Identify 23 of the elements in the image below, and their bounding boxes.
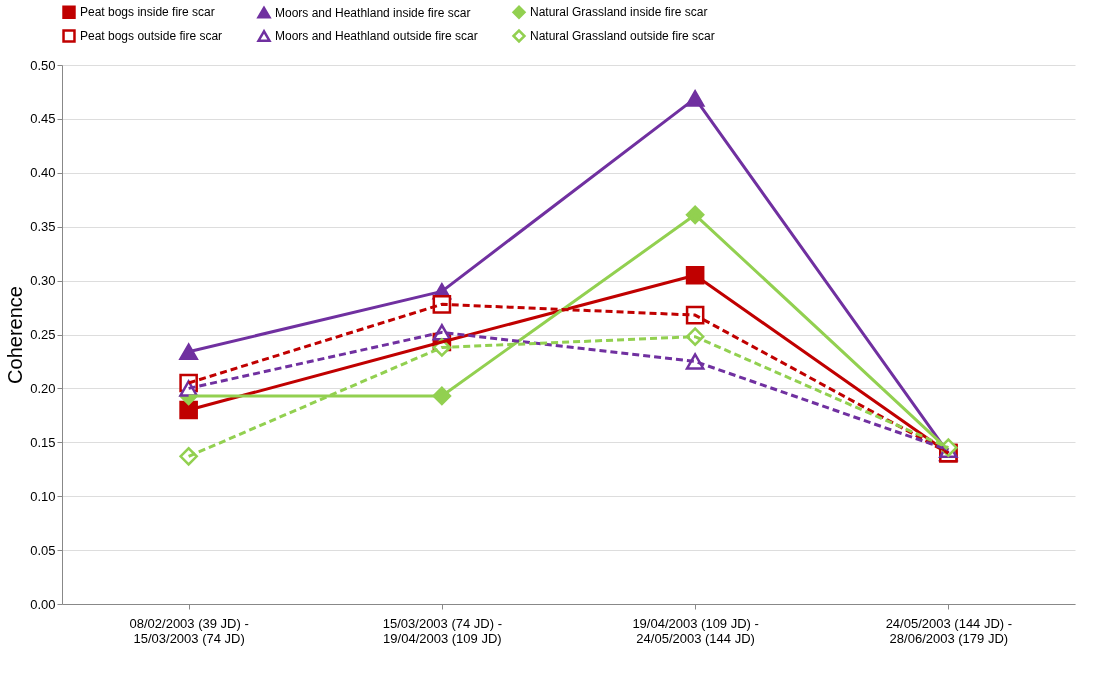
y-axis-title: Coherence [4,286,27,384]
y-tick-label: 0.10 [30,488,56,504]
legend-label: Natural Grassland outside fire scar [530,29,715,43]
legend-label: Peat bogs inside fire scar [80,5,215,20]
y-tick-label: 0.20 [30,380,56,396]
y-tick-label: 0.05 [30,542,56,558]
x-tick-label: 15/03/2003 (74 JD) - 19/04/2003 (109 JD) [382,615,502,646]
y-tick-label: 0.30 [30,273,56,289]
x-tick-label: 24/05/2003 (144 JD) - 28/06/2003 (179 JD) [885,615,1013,646]
x-tick-label: 08/02/2003 (39 JD) - 15/03/2003 (74 JD) [129,615,249,646]
x-tick-label: 19/04/2003 (109 JD) - 24/05/2003 (144 JD) [632,615,759,646]
legend-label: Peat bogs outside fire scar [80,29,223,43]
legend-label: Moors and Heathland inside fire scar [275,5,471,20]
y-tick-label: 0.00 [30,596,56,612]
y-tick-label: 0.35 [30,219,56,235]
y-tick-label: 0.25 [30,327,56,342]
y-tick-label: 0.50 [30,57,56,73]
legend-label: Moors and Heathland outside fire scar [275,29,478,43]
y-tick-label: 0.15 [30,434,56,450]
y-tick-label: 0.40 [30,165,56,181]
legend-label: Natural Grassland inside fire scar [530,5,708,20]
point [179,343,198,360]
y-tick-label: 0.45 [30,111,56,127]
